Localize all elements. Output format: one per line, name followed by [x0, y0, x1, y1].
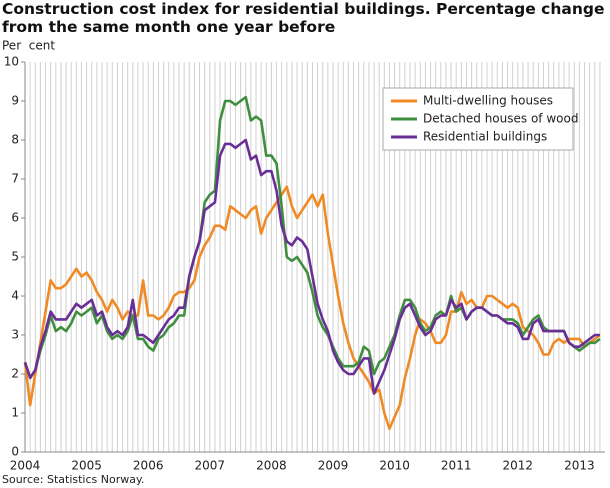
series-line	[23, 138, 600, 395]
y-tick-label: 3	[11, 328, 19, 342]
y-tick-label: 6	[11, 211, 19, 225]
y-tick-label: 9	[11, 94, 19, 108]
x-tick-label: 2008	[256, 459, 287, 473]
y-tick-label: 8	[11, 133, 19, 147]
source: Source: Statistics Norway.	[2, 473, 144, 486]
y-axis-label: Per cent	[2, 39, 55, 53]
y-tick-label: 0	[11, 445, 19, 459]
y-tick-label: 2	[11, 367, 19, 381]
x-tick-label: 2006	[133, 459, 164, 473]
y-tick-label: 7	[11, 172, 19, 186]
chart-title: Construction cost index for residential …	[2, 0, 605, 36]
legend-label: Detached houses of wood	[423, 112, 578, 126]
legend-label: Multi-dwelling houses	[423, 94, 553, 108]
y-tick-label: 1	[11, 406, 19, 420]
x-tick-label: 2010	[379, 459, 410, 473]
x-tick-label: 2009	[318, 459, 349, 473]
x-tick-label: 2007	[195, 459, 226, 473]
x-tick-label: 2012	[503, 459, 534, 473]
legend-label: Residential buildings	[423, 130, 547, 144]
y-tick-label: 4	[11, 289, 19, 303]
y-tick-label: 10	[4, 55, 19, 69]
x-tick-label: 2004	[10, 459, 41, 473]
series-line	[23, 185, 601, 430]
x-tick-label: 2013	[564, 459, 595, 473]
x-tick-label: 2011	[441, 459, 472, 473]
x-tick-label: 2005	[71, 459, 102, 473]
y-tick-label: 5	[11, 250, 19, 264]
